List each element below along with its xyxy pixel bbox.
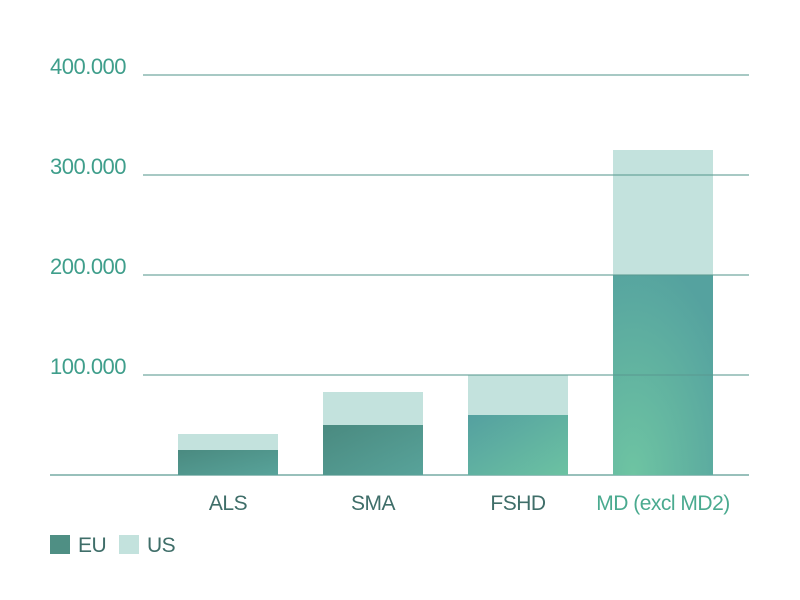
legend-label-us: US [147, 534, 176, 557]
x-tick-label: MD (excl MD2) [596, 492, 730, 515]
bar-eu-fshd [468, 415, 568, 475]
bar-us-sma [323, 392, 423, 425]
bar-us-fshd [468, 375, 568, 415]
legend-swatch-eu [50, 535, 70, 554]
bar-eu-als [178, 450, 278, 475]
legend-swatch-us [119, 535, 139, 554]
y-tick-label: 100.000 [50, 354, 126, 379]
legend-label-eu: EU [78, 534, 106, 557]
x-tick-label: ALS [209, 492, 248, 515]
bar-eu-sma [323, 425, 423, 475]
labels: 100.000 200.000 300.000 400.000 ALS SMA FSHD MD… [50, 54, 730, 515]
y-tick-label: 400.000 [50, 54, 126, 79]
y-tick-label: 200.000 [50, 254, 126, 279]
y-tick-label: 300.000 [50, 154, 126, 179]
x-tick-label: FSHD [490, 492, 546, 515]
bars [178, 150, 713, 475]
bar-us-md-excl-md2 [613, 150, 713, 275]
bar-us-als [178, 434, 278, 450]
legend: EU US [50, 534, 176, 557]
x-tick-label: SMA [351, 492, 396, 515]
